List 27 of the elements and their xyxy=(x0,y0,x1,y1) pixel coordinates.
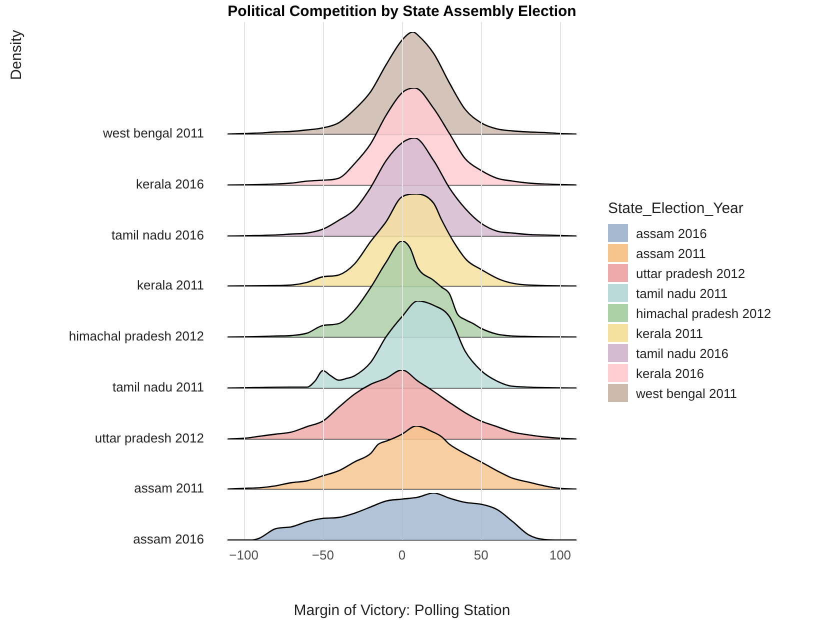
chart-title: Political Competition by State Assembly Election xyxy=(226,3,578,20)
text: himachal pradesh 2012 xyxy=(68,328,204,344)
legend-label: uttar pradesh 2012 xyxy=(636,266,746,280)
legend-label: kerala 2011 xyxy=(636,326,703,340)
text: tamil nadu 2011 xyxy=(112,379,204,394)
legend-title: State_Election_Year xyxy=(608,200,744,217)
text: Density xyxy=(8,30,25,80)
text: kerala 2011 xyxy=(137,278,204,293)
x-tick-label: 50 xyxy=(474,547,488,562)
text: tamil nadu 2016 xyxy=(111,227,204,242)
text: kerala 2016 xyxy=(136,176,204,192)
text: uttar pradesh 2012 xyxy=(94,430,204,446)
text: assam 2011 xyxy=(134,480,204,496)
legend-label: kerala 2016 xyxy=(636,366,704,380)
legend-label: himachal pradesh 2012 xyxy=(636,306,772,320)
legend-label: assam 2016 xyxy=(636,226,707,240)
x-tick-label: −100 xyxy=(229,547,258,562)
x-tick-label: 100 xyxy=(549,547,572,562)
text: west bengal 2011 xyxy=(103,126,204,141)
x-axis-title: Margin of Victory: Polling Station xyxy=(294,602,510,620)
x-tick-label: −50 xyxy=(312,547,334,562)
legend-label: assam 2011 xyxy=(636,246,706,260)
x-tick-label: 0 xyxy=(398,547,406,562)
legend-label: tamil nadu 2016 xyxy=(636,346,729,360)
legend-label: west bengal 2011 xyxy=(636,386,737,400)
legend-label: tamil nadu 2011 xyxy=(636,286,728,300)
text: assam 2016 xyxy=(133,532,204,547)
